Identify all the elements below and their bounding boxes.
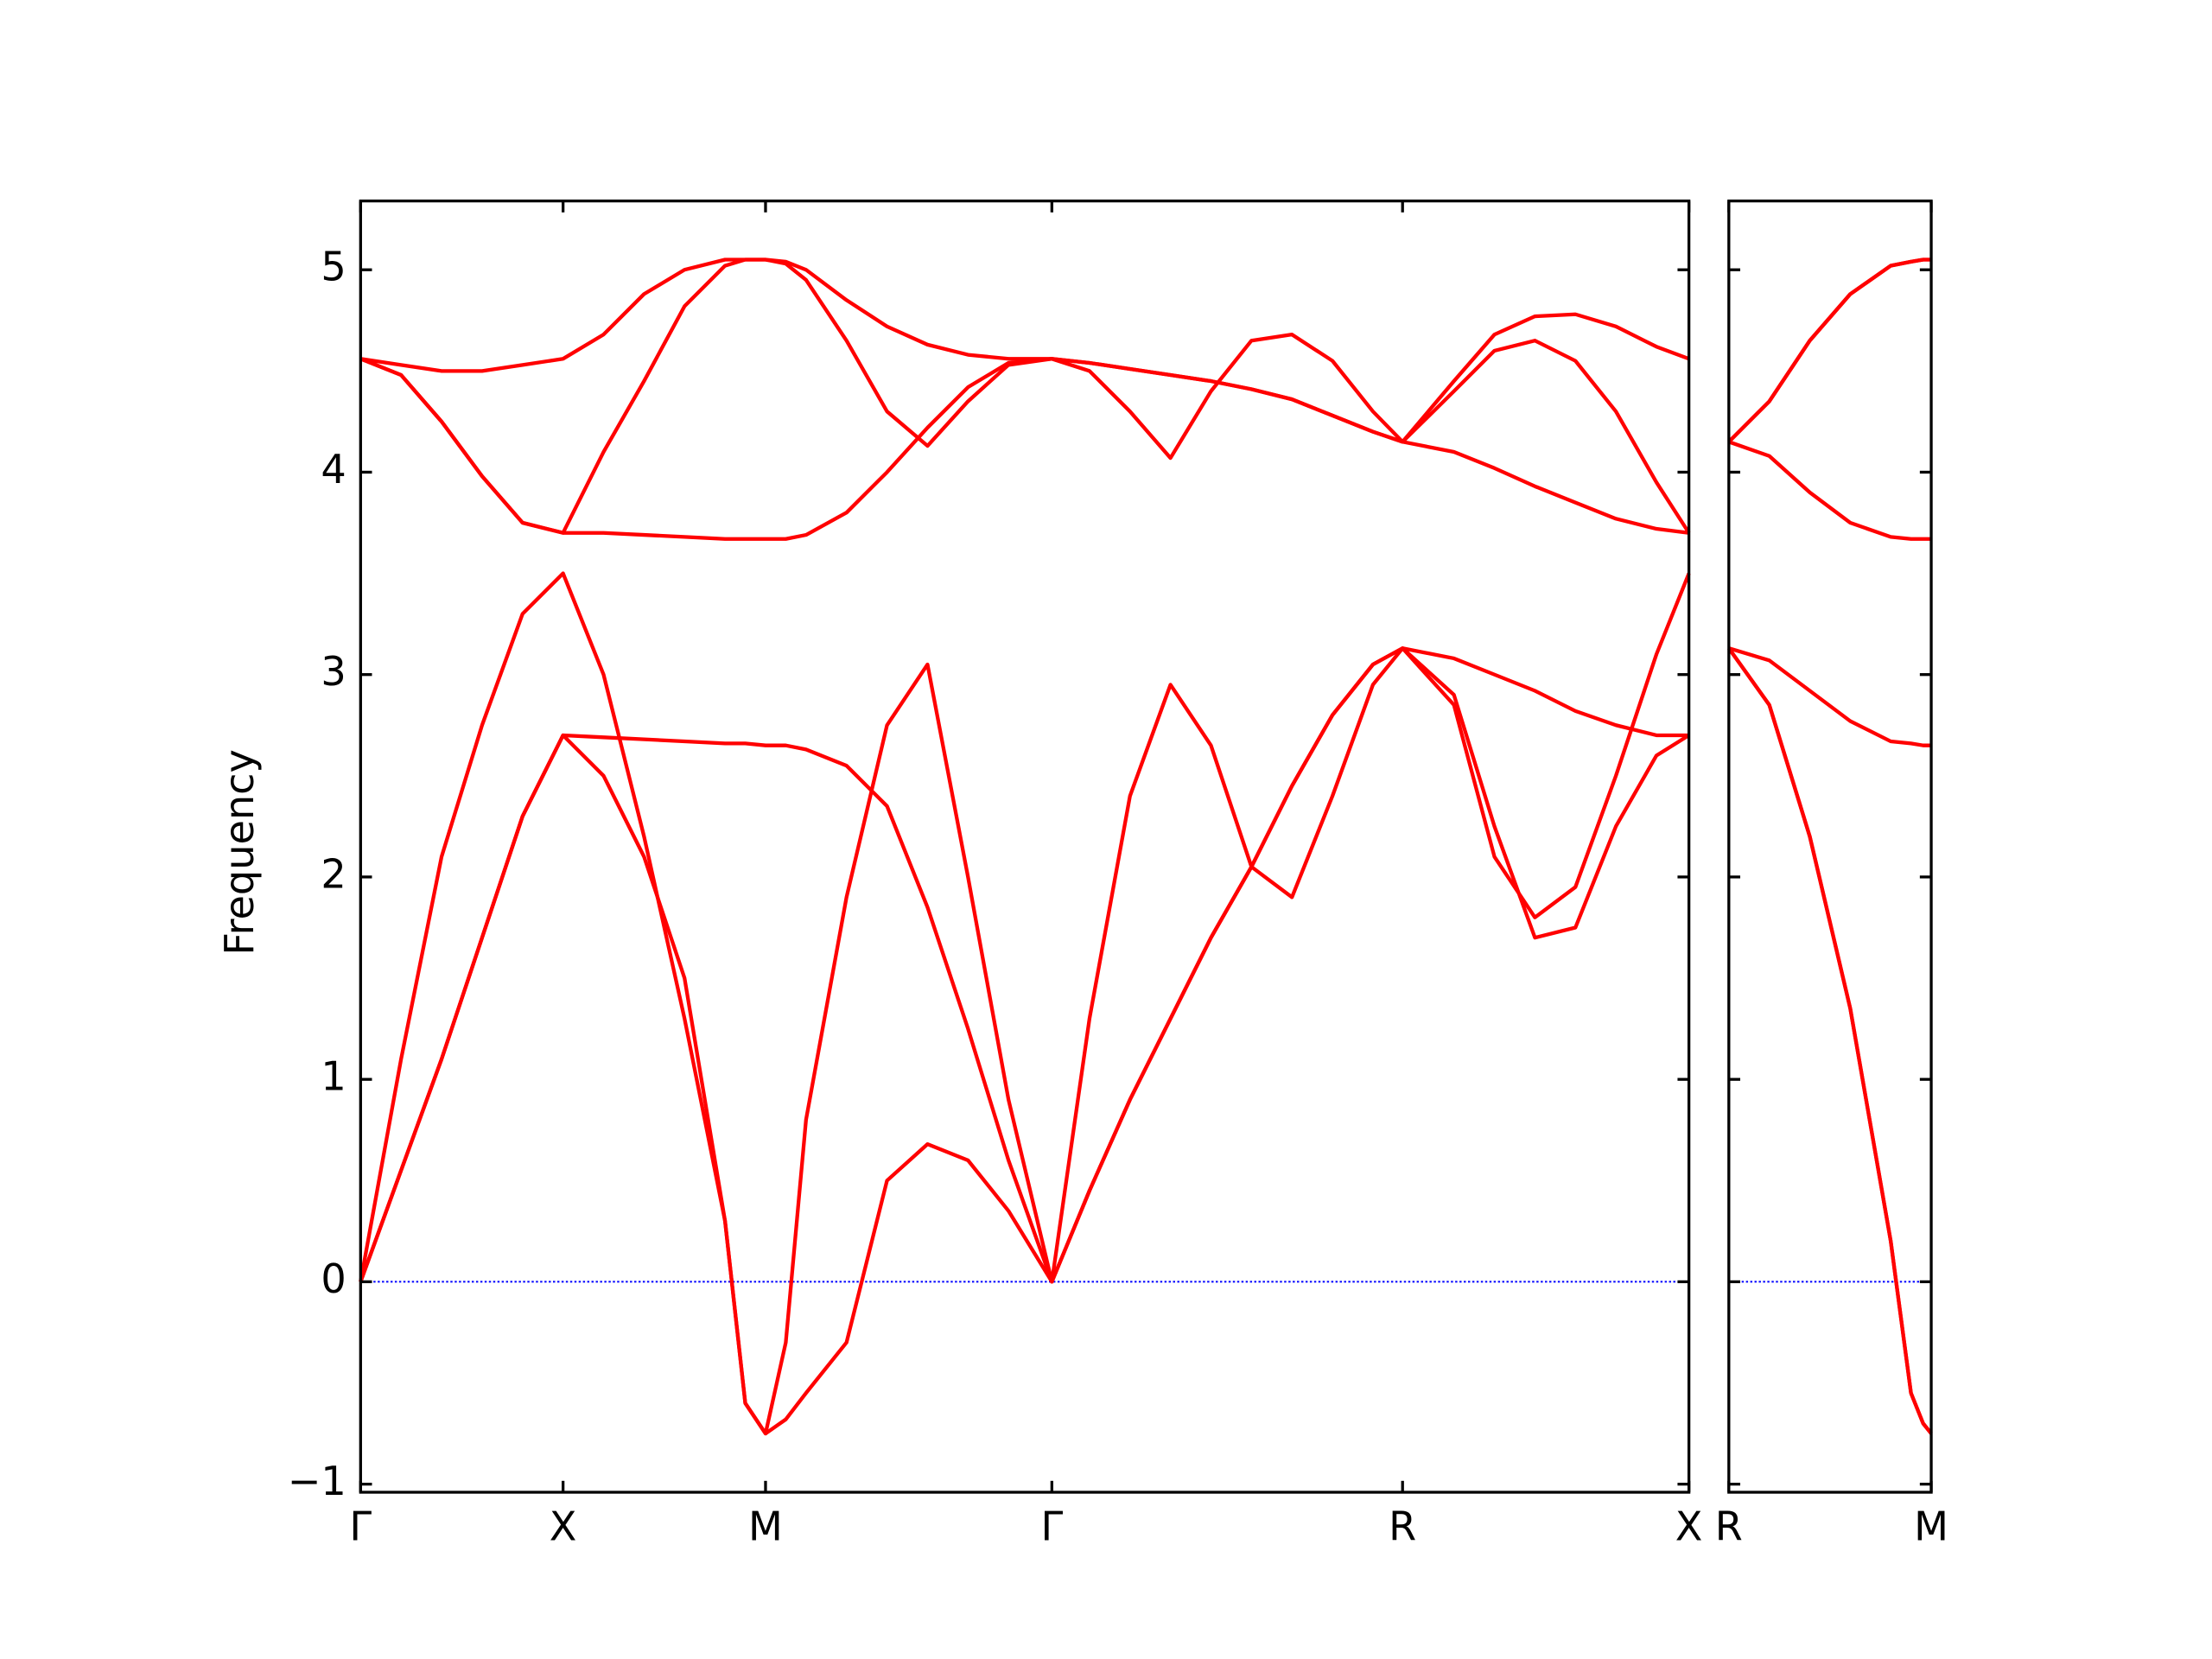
x-tick-label: Γ xyxy=(1040,1503,1063,1549)
band-line xyxy=(359,646,1689,1284)
x-tick-label: X xyxy=(550,1503,577,1549)
x-tick-label: M xyxy=(748,1503,783,1549)
y-tick-label: 0 xyxy=(321,1255,346,1302)
band-line xyxy=(1728,646,1932,747)
x-tick-label: R xyxy=(1715,1503,1743,1549)
band-line xyxy=(359,257,1691,535)
y-tick-label: 5 xyxy=(321,244,346,290)
x-tick-label: Γ xyxy=(349,1503,372,1549)
x-tick-label: M xyxy=(1914,1503,1948,1549)
band-line xyxy=(360,257,1690,444)
x-tick-label: X xyxy=(1675,1503,1703,1549)
axes-frame xyxy=(359,199,1691,1494)
y-tick-label: 4 xyxy=(321,446,346,493)
band-line xyxy=(359,646,1690,1436)
y-tick-label: −1 xyxy=(288,1458,346,1504)
axes-frame xyxy=(1727,199,1933,1494)
band-line xyxy=(1727,257,1932,443)
y-tick-label: 3 xyxy=(321,648,346,695)
x-tick-label: R xyxy=(1389,1503,1416,1549)
y-tick-label: 2 xyxy=(321,850,346,897)
band-line xyxy=(1728,440,1932,541)
band-line xyxy=(1727,257,1932,443)
band-line xyxy=(359,357,1689,541)
y-axis-label: Frequency xyxy=(216,749,263,956)
band-line xyxy=(359,571,1691,1436)
band-line xyxy=(1727,646,1933,1435)
y-tick-label: 1 xyxy=(321,1053,346,1100)
